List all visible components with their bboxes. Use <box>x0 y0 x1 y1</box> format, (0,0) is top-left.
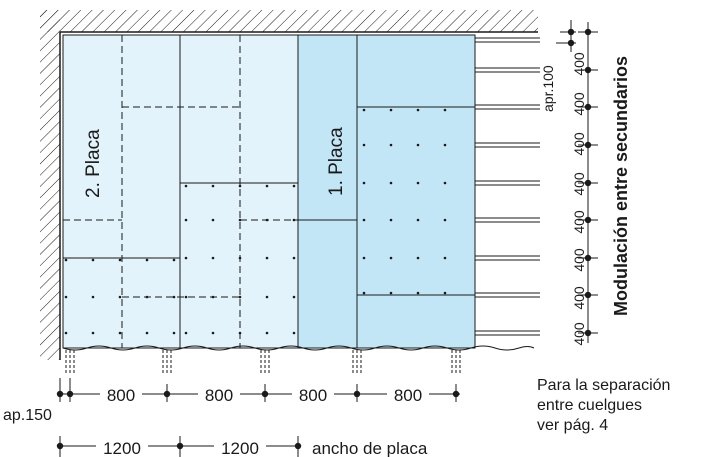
top-spacing-label: apr.100 <box>540 65 556 112</box>
first-layer-label: 1. Placa <box>326 127 347 196</box>
board-width-label: ancho de placa <box>312 439 428 457</box>
vmodule-2: 400 <box>571 92 587 116</box>
dimension-1200: 1200 1200 ancho de placa <box>56 436 455 457</box>
vmodule-7: 400 <box>571 286 587 310</box>
vmodule-1: 400 <box>571 52 587 76</box>
cut-edge <box>62 345 535 351</box>
module-800-4: 800 <box>394 386 422 405</box>
secondary-profiles <box>475 37 540 336</box>
module-1200-2: 1200 <box>221 439 259 457</box>
vertical-axis-label: Modulación entre secundarios <box>611 56 631 316</box>
edge-spacing-label: ap.150 <box>3 407 52 424</box>
hanger-rods <box>65 350 461 375</box>
note-line-1: Para la separación <box>537 377 671 394</box>
module-800-1: 800 <box>107 386 135 405</box>
module-800-2: 800 <box>205 386 233 405</box>
vmodule-8: 400 <box>571 322 587 346</box>
vmodule-6: 400 <box>571 248 587 272</box>
module-800-3: 800 <box>299 386 327 405</box>
second-layer-joints <box>63 35 298 348</box>
vmodule-5: 400 <box>571 210 587 234</box>
vmodule-4: 400 <box>571 172 587 196</box>
second-layer-label: 2. Placa <box>83 129 104 198</box>
dimension-vertical: apr.100 400 400 400 400 400 400 400 400 <box>540 20 598 346</box>
screw-dots <box>64 108 447 335</box>
note-line-3: ver pág. 4 <box>537 417 609 434</box>
wall-hatching <box>40 10 538 360</box>
vmodule-3: 400 <box>571 132 587 156</box>
note-line-2: entre cuelgues <box>537 397 642 414</box>
hanger-spacing-note: Para la separación entre cuelgues ver pá… <box>537 376 702 436</box>
dimension-800: 800 800 800 800 <box>56 378 460 405</box>
first-layer-area <box>297 34 476 349</box>
module-1200-1: 1200 <box>103 439 141 457</box>
